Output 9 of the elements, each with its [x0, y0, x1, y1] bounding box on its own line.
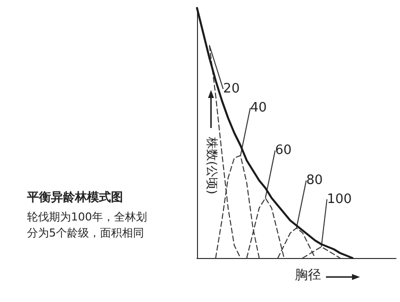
text: 轮伐期为100年，全林划分为5个龄级，面积相同: [27, 210, 147, 240]
text: 平衡异龄林模式图: [26, 190, 123, 204]
text: 100: [326, 192, 352, 207]
y-axis-title: 株数(公顷): [205, 136, 219, 194]
text: 80: [306, 173, 323, 188]
series-label: 20: [223, 82, 240, 96]
x-axis-title: 胸径: [295, 267, 321, 282]
text: 40: [250, 100, 267, 116]
text: 60: [275, 143, 292, 158]
